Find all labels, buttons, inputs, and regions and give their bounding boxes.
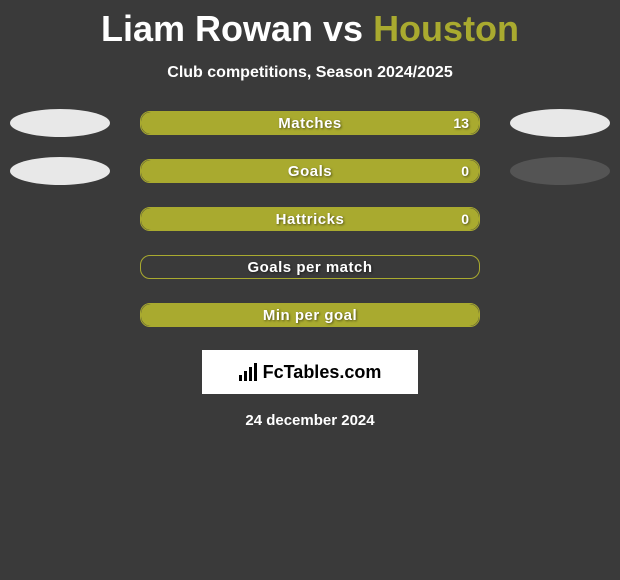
title-player: Liam Rowan bbox=[101, 8, 313, 49]
left-ellipse-icon bbox=[10, 253, 110, 281]
stat-label: Min per goal bbox=[263, 307, 357, 324]
stat-value: 13 bbox=[453, 115, 469, 131]
stat-bar: Goals per match bbox=[140, 255, 480, 279]
source-logo: FcTables.com bbox=[239, 362, 382, 383]
stat-row: Goals 0 bbox=[0, 158, 620, 184]
stat-row: Hattricks 0 bbox=[0, 206, 620, 232]
stat-value: 0 bbox=[461, 211, 469, 227]
right-ellipse-icon bbox=[510, 301, 610, 329]
stat-value: 0 bbox=[461, 163, 469, 179]
left-ellipse-icon bbox=[10, 109, 110, 137]
stat-bar: Goals 0 bbox=[140, 159, 480, 183]
stat-bar: Min per goal bbox=[140, 303, 480, 327]
left-ellipse-icon bbox=[10, 205, 110, 233]
title-vs: vs bbox=[323, 8, 363, 49]
right-ellipse-icon bbox=[510, 157, 610, 185]
right-ellipse-icon bbox=[510, 109, 610, 137]
stat-row: Goals per match bbox=[0, 254, 620, 280]
stat-label: Goals bbox=[288, 163, 332, 180]
subtitle-text: Club competitions, Season 2024/2025 bbox=[0, 64, 620, 82]
date-text: 24 december 2024 bbox=[0, 412, 620, 429]
left-ellipse-icon bbox=[10, 301, 110, 329]
comparison-title: Liam Rowan vs Houston bbox=[0, 0, 620, 54]
right-ellipse-icon bbox=[510, 253, 610, 281]
stat-label: Hattricks bbox=[276, 211, 345, 228]
title-team: Houston bbox=[373, 8, 519, 49]
right-ellipse-icon bbox=[510, 205, 610, 233]
source-logo-box: FcTables.com bbox=[202, 350, 418, 394]
logo-label: FcTables.com bbox=[263, 362, 382, 383]
chart-icon bbox=[239, 363, 257, 381]
stat-bar: Matches 13 bbox=[140, 111, 480, 135]
stat-row: Min per goal bbox=[0, 302, 620, 328]
stat-label: Goals per match bbox=[247, 259, 372, 276]
stats-rows: Matches 13 Goals 0 Hattricks 0 Goals per match… bbox=[0, 110, 620, 328]
stat-bar: Hattricks 0 bbox=[140, 207, 480, 231]
stat-row: Matches 13 bbox=[0, 110, 620, 136]
left-ellipse-icon bbox=[10, 157, 110, 185]
stat-label: Matches bbox=[278, 115, 342, 132]
